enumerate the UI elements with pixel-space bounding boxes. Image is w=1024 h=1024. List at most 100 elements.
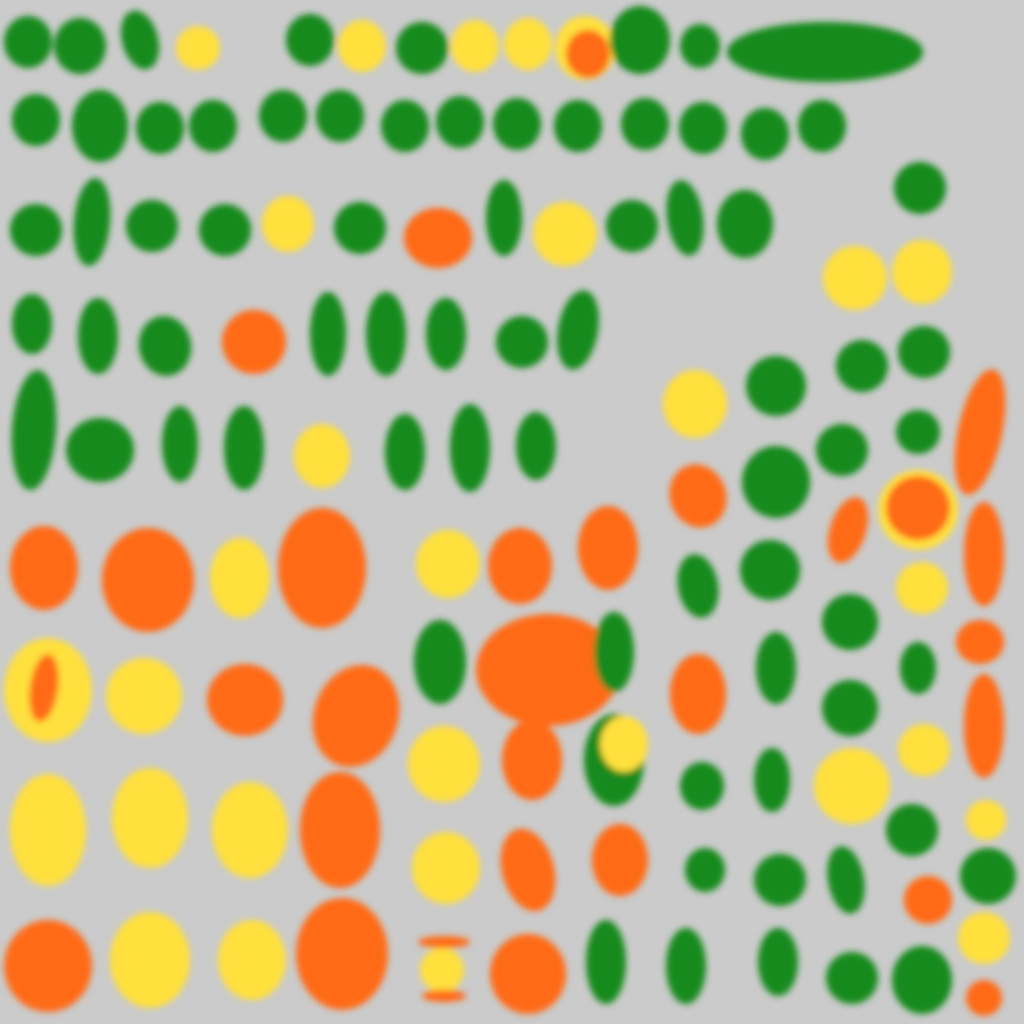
yellow-blob <box>896 562 948 614</box>
green-blob <box>54 18 106 74</box>
green-blob <box>717 190 773 258</box>
yellow-blob <box>106 658 182 734</box>
orange-blob <box>669 464 727 528</box>
yellow-blob <box>823 246 887 310</box>
green-blob <box>11 370 57 490</box>
orange-blob <box>500 828 556 912</box>
green-blob <box>72 90 128 162</box>
yellow-blob <box>898 724 950 776</box>
orange-blob <box>10 526 78 610</box>
yellow-blob <box>958 912 1010 964</box>
green-blob <box>740 540 800 600</box>
orange-blob <box>488 528 552 604</box>
green-blob <box>310 292 346 376</box>
green-blob <box>756 632 796 704</box>
green-blob <box>396 22 448 74</box>
green-blob <box>224 406 264 490</box>
yellow-blob <box>451 20 499 72</box>
yellow-blob <box>10 774 86 886</box>
orange-blob <box>418 936 470 948</box>
green-blob <box>742 446 810 518</box>
green-blob <box>334 202 386 254</box>
orange-blob <box>966 980 1002 1016</box>
orange-blob <box>476 614 620 726</box>
yellow-blob <box>504 18 552 70</box>
green-blob <box>189 100 237 152</box>
green-blob <box>754 854 806 906</box>
orange-blob <box>29 654 59 722</box>
orange-blob <box>404 208 472 268</box>
orange-blob <box>827 497 869 563</box>
yellow-blob <box>814 748 890 824</box>
yellow-blob <box>110 912 190 1008</box>
green-blob <box>10 204 62 256</box>
green-blob <box>385 414 425 490</box>
green-blob <box>381 100 429 152</box>
green-blob <box>286 14 334 66</box>
green-blob <box>450 404 490 492</box>
yellow-blob <box>262 196 314 252</box>
yellow-blob <box>533 202 597 266</box>
orange-blob <box>300 772 380 888</box>
green-blob <box>886 804 938 856</box>
green-blob <box>366 292 406 376</box>
green-blob <box>741 108 789 160</box>
green-blob <box>822 594 878 650</box>
orange-blob <box>566 30 610 78</box>
yellow-blob <box>294 424 350 488</box>
green-blob <box>493 98 541 150</box>
green-blob <box>685 848 725 892</box>
yellow-blob <box>892 240 952 304</box>
orange-blob <box>102 528 194 632</box>
orange-blob <box>886 476 950 540</box>
green-blob <box>594 612 634 692</box>
green-blob <box>727 22 923 82</box>
green-blob <box>798 100 846 152</box>
green-blob <box>900 642 936 694</box>
green-blob <box>557 290 599 370</box>
orange-blob <box>954 369 1006 495</box>
yellow-blob <box>408 726 480 802</box>
green-blob <box>826 952 878 1004</box>
green-blob <box>836 340 888 392</box>
green-blob <box>138 316 192 376</box>
green-blob <box>120 10 160 70</box>
green-blob <box>680 24 720 68</box>
yellow-blob <box>416 530 480 598</box>
green-blob <box>827 846 865 914</box>
green-blob <box>898 326 950 378</box>
yellow-blob <box>966 800 1006 840</box>
green-blob <box>621 98 669 150</box>
yellow-blob <box>412 832 480 904</box>
orange-blob <box>964 502 1004 606</box>
green-blob <box>162 406 198 482</box>
green-blob <box>892 946 952 1014</box>
green-blob <box>426 298 466 370</box>
yellow-blob <box>176 26 220 70</box>
green-blob <box>758 928 798 996</box>
orange-blob <box>296 898 388 1010</box>
orange-blob <box>502 720 562 800</box>
orange-blob <box>207 664 283 736</box>
yellow-blob <box>112 768 188 868</box>
orange-blob <box>670 654 726 734</box>
green-blob <box>679 102 727 154</box>
orange-blob <box>312 665 400 767</box>
green-blob <box>896 410 940 454</box>
green-blob <box>486 180 522 256</box>
orange-blob <box>422 990 466 1002</box>
green-blob <box>316 90 364 142</box>
green-blob <box>606 200 658 252</box>
green-blob <box>414 620 466 704</box>
yellow-blob <box>210 538 270 618</box>
yellow-blob <box>218 920 286 1000</box>
green-blob <box>586 920 626 1004</box>
green-blob <box>126 200 178 252</box>
green-blob <box>136 102 184 154</box>
green-blob <box>78 298 118 374</box>
green-blob <box>754 748 790 812</box>
green-blob <box>66 418 134 482</box>
green-blob <box>259 90 307 142</box>
